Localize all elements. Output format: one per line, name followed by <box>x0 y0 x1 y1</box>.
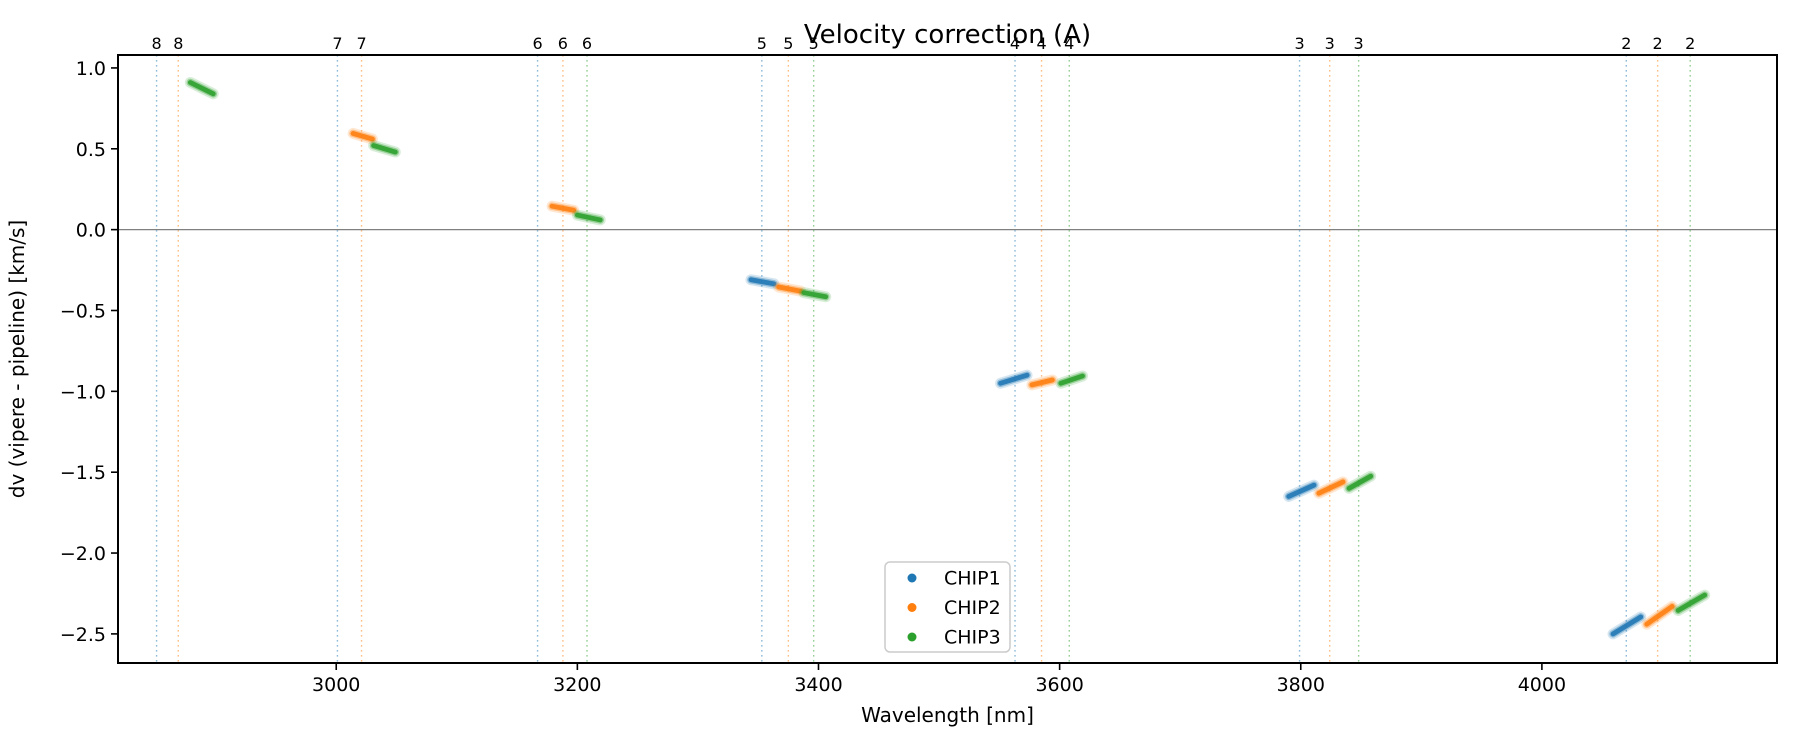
order-label-6-chip1: 6 <box>532 34 542 53</box>
segment-order6-chip3 <box>574 212 603 223</box>
segment-order8-chip3 <box>187 80 216 97</box>
y-axis-label: dv (vipere - pipeline) [km/s] <box>5 220 29 498</box>
segment-order6-chip2 <box>549 203 577 213</box>
order-label-5-chip2: 5 <box>783 34 793 53</box>
segment-order5-chip1 <box>748 277 777 287</box>
data-segments <box>184 76 1711 640</box>
segment-order4-chip1 <box>998 372 1030 386</box>
order-label-4-chip2: 4 <box>1036 34 1046 53</box>
legend-marker-chip2 <box>907 603 917 612</box>
order-label-3-chip3: 3 <box>1354 34 1364 53</box>
order-label-2-chip3: 2 <box>1685 34 1695 53</box>
legend-marker-chip3 <box>907 632 917 642</box>
segment-order7-chip3 <box>371 143 398 155</box>
x-tick-label: 3200 <box>553 674 601 696</box>
chart-title: Velocity correction (A) <box>804 20 1091 50</box>
order-label-4-chip3: 4 <box>1064 34 1074 53</box>
x-axis-label: Wavelength [nm] <box>861 703 1034 727</box>
order-label-5-chip3: 5 <box>809 34 819 53</box>
legend-label-chip1: CHIP1 <box>944 568 1001 590</box>
segment-order5-chip2 <box>776 284 803 294</box>
order-lines <box>155 55 1691 663</box>
order-label-4-chip1: 4 <box>1010 34 1020 53</box>
y-axis: 1.0 0.5 0.0 −0.5 −1.0 −1.5 −2.0 −2.5 <box>60 58 118 646</box>
y-tick-label: −1.5 <box>60 462 106 484</box>
legend-label-chip3: CHIP3 <box>944 627 1001 649</box>
y-tick-label: 1.0 <box>76 58 106 80</box>
x-tick-label: 3800 <box>1277 674 1325 696</box>
segment-order3-chip2 <box>1316 479 1346 496</box>
legend: CHIP1 CHIP2 CHIP3 <box>884 561 1011 653</box>
order-label-7-chip1: 7 <box>332 34 342 53</box>
x-tick-label: 3600 <box>1035 674 1083 696</box>
legend-marker-chip1 <box>907 573 917 583</box>
y-tick-label: 0.5 <box>76 139 106 161</box>
order-label-5-chip1: 5 <box>757 34 767 53</box>
axes-spines <box>117 54 1778 664</box>
segment-order4-chip3 <box>1058 373 1085 386</box>
segment-order5-chip3 <box>801 290 829 300</box>
order-label-8-chip2: 8 <box>173 34 183 53</box>
segment-order3-chip3 <box>1346 473 1374 491</box>
order-label-7-chip2: 7 <box>356 34 366 53</box>
y-tick-label: −1.0 <box>60 381 106 403</box>
y-tick-label: −2.5 <box>60 624 106 646</box>
legend-box <box>884 561 1011 653</box>
order-label-6-chip3: 6 <box>582 34 592 53</box>
segment-order2-chip3 <box>1675 592 1708 613</box>
legend-label-chip2: CHIP2 <box>944 597 1001 619</box>
order-label-2-chip2: 2 <box>1653 34 1663 53</box>
segment-order4-chip2 <box>1029 377 1055 388</box>
order-label-6-chip2: 6 <box>558 34 568 53</box>
order-label-3-chip2: 3 <box>1325 34 1335 53</box>
x-tick-label: 3000 <box>312 674 360 696</box>
segment-order2-chip2 <box>1644 604 1675 627</box>
x-tick-label: 4000 <box>1518 674 1566 696</box>
segment-order7-chip2 <box>350 131 375 142</box>
y-tick-label: 0.0 <box>76 220 106 242</box>
y-tick-label: −2.0 <box>60 543 106 565</box>
order-label-8-chip1: 8 <box>151 34 161 53</box>
order-label-2-chip1: 2 <box>1621 34 1631 53</box>
segment-order2-chip1 <box>1610 614 1644 637</box>
order-label-3-chip1: 3 <box>1294 34 1304 53</box>
x-tick-label: 3400 <box>794 674 842 696</box>
x-axis: 3000 3200 3400 3600 3800 4000 <box>312 663 1566 696</box>
y-tick-label: −0.5 <box>60 300 106 322</box>
segment-order3-chip1 <box>1286 482 1317 499</box>
